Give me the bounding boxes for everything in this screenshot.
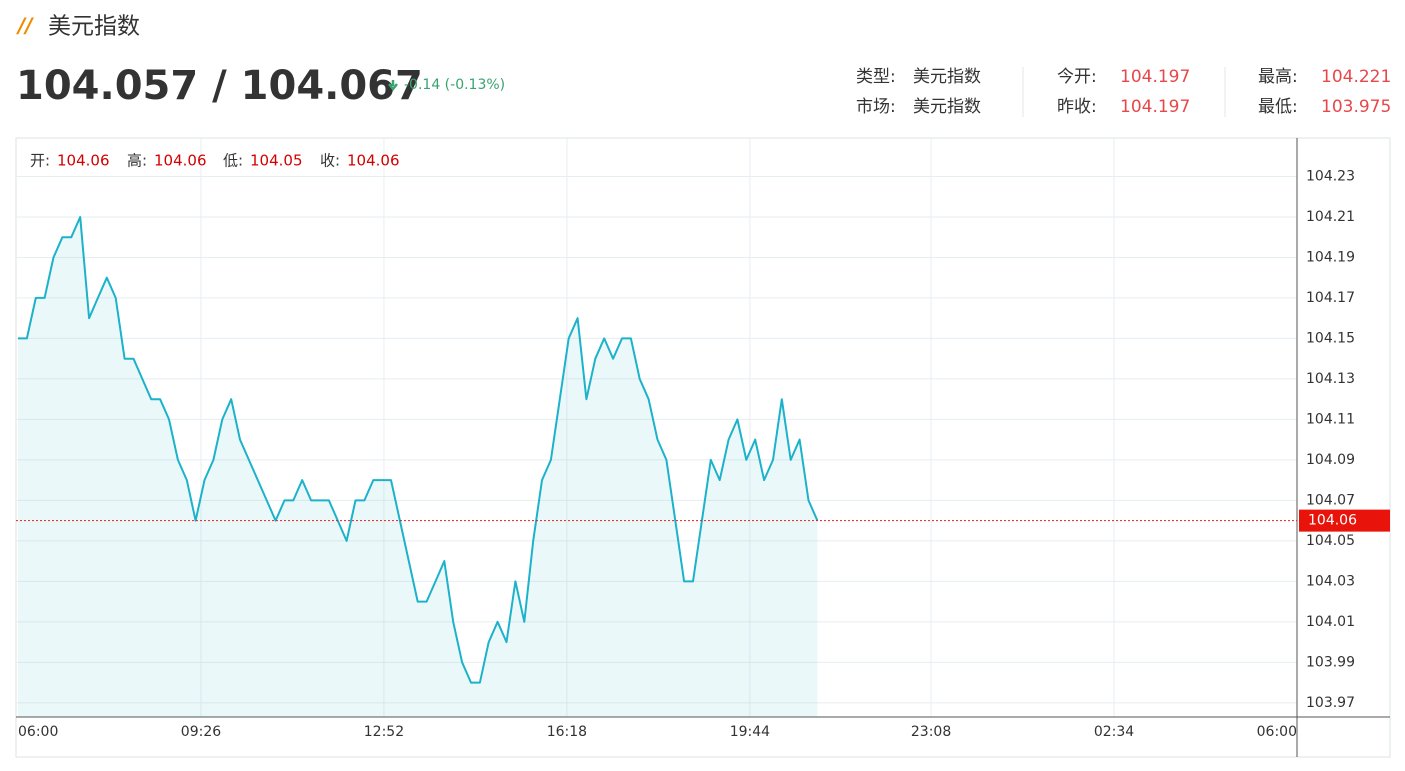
y-tick-label: 103.97 — [1306, 695, 1355, 711]
info-label: 最低: — [1258, 97, 1298, 117]
area — [18, 217, 818, 717]
y-tick-label: 104.09 — [1306, 452, 1355, 468]
x-tick-label: 16:18 — [547, 724, 587, 740]
x-tick-label: 06:00 — [1257, 724, 1297, 740]
ohlc-value: 104.05 — [250, 152, 303, 170]
price-change: -0.14 (-0.13%) — [404, 77, 505, 93]
ohlc-label: 高: — [127, 152, 147, 170]
price: 104.057 / 104.067 — [16, 63, 423, 109]
info-value: 104.221 — [1321, 67, 1391, 87]
y-tick-label: 104.19 — [1306, 249, 1355, 265]
info-label: 最高: — [1258, 67, 1298, 87]
info-value: 103.975 — [1321, 97, 1391, 117]
y-tick-label: 104.15 — [1306, 330, 1355, 346]
info-label: 类型: — [856, 67, 896, 87]
y-tick-label: 103.99 — [1306, 654, 1355, 670]
down-arrow — [388, 80, 398, 92]
y-tick-label: 104.03 — [1306, 573, 1355, 589]
last-value-box — [1299, 509, 1390, 532]
x-tick-label: 06:00 — [18, 724, 58, 740]
plot — [16, 138, 1297, 717]
y-tick-label: 104.13 — [1306, 371, 1355, 387]
info-label: 昨收: — [1057, 97, 1097, 117]
ohlc-value: 104.06 — [57, 152, 110, 170]
info-label: 今开: — [1057, 67, 1097, 87]
ohlc-label: 收: — [320, 152, 340, 170]
info-value: 美元指数 — [913, 67, 981, 87]
y-tick-label: 104.17 — [1306, 290, 1355, 306]
page-title: 美元指数 — [48, 14, 140, 40]
chart-frame — [15, 137, 1391, 758]
ohlc-label: 低: — [223, 152, 243, 170]
y-tick-label: 104.21 — [1306, 209, 1355, 225]
x-tick-label: 02:34 — [1094, 724, 1134, 740]
price-line — [18, 216, 819, 684]
last-value-label: 104.06 — [1308, 513, 1357, 529]
ohlc-value: 104.06 — [154, 152, 207, 170]
info-value: 美元指数 — [913, 97, 981, 117]
title-icon: // — [16, 14, 34, 38]
info-value: 104.197 — [1120, 97, 1190, 117]
ohlc-label: 开: — [30, 152, 50, 170]
ohlc-value: 104.06 — [347, 152, 400, 170]
y-tick-label: 104.01 — [1306, 614, 1355, 630]
info-label: 市场: — [856, 97, 896, 117]
y-tick-label: 104.05 — [1306, 533, 1355, 549]
x-tick-label: 09:26 — [181, 724, 221, 740]
info-value: 104.197 — [1120, 67, 1190, 87]
x-tick-label: 12:52 — [364, 724, 404, 740]
y-tick-label: 104.23 — [1306, 168, 1355, 184]
y-tick-label: 104.07 — [1306, 492, 1355, 508]
y-tick-label: 104.11 — [1306, 411, 1355, 427]
x-tick-label: 23:08 — [911, 724, 951, 740]
x-tick-label: 19:44 — [730, 724, 770, 740]
